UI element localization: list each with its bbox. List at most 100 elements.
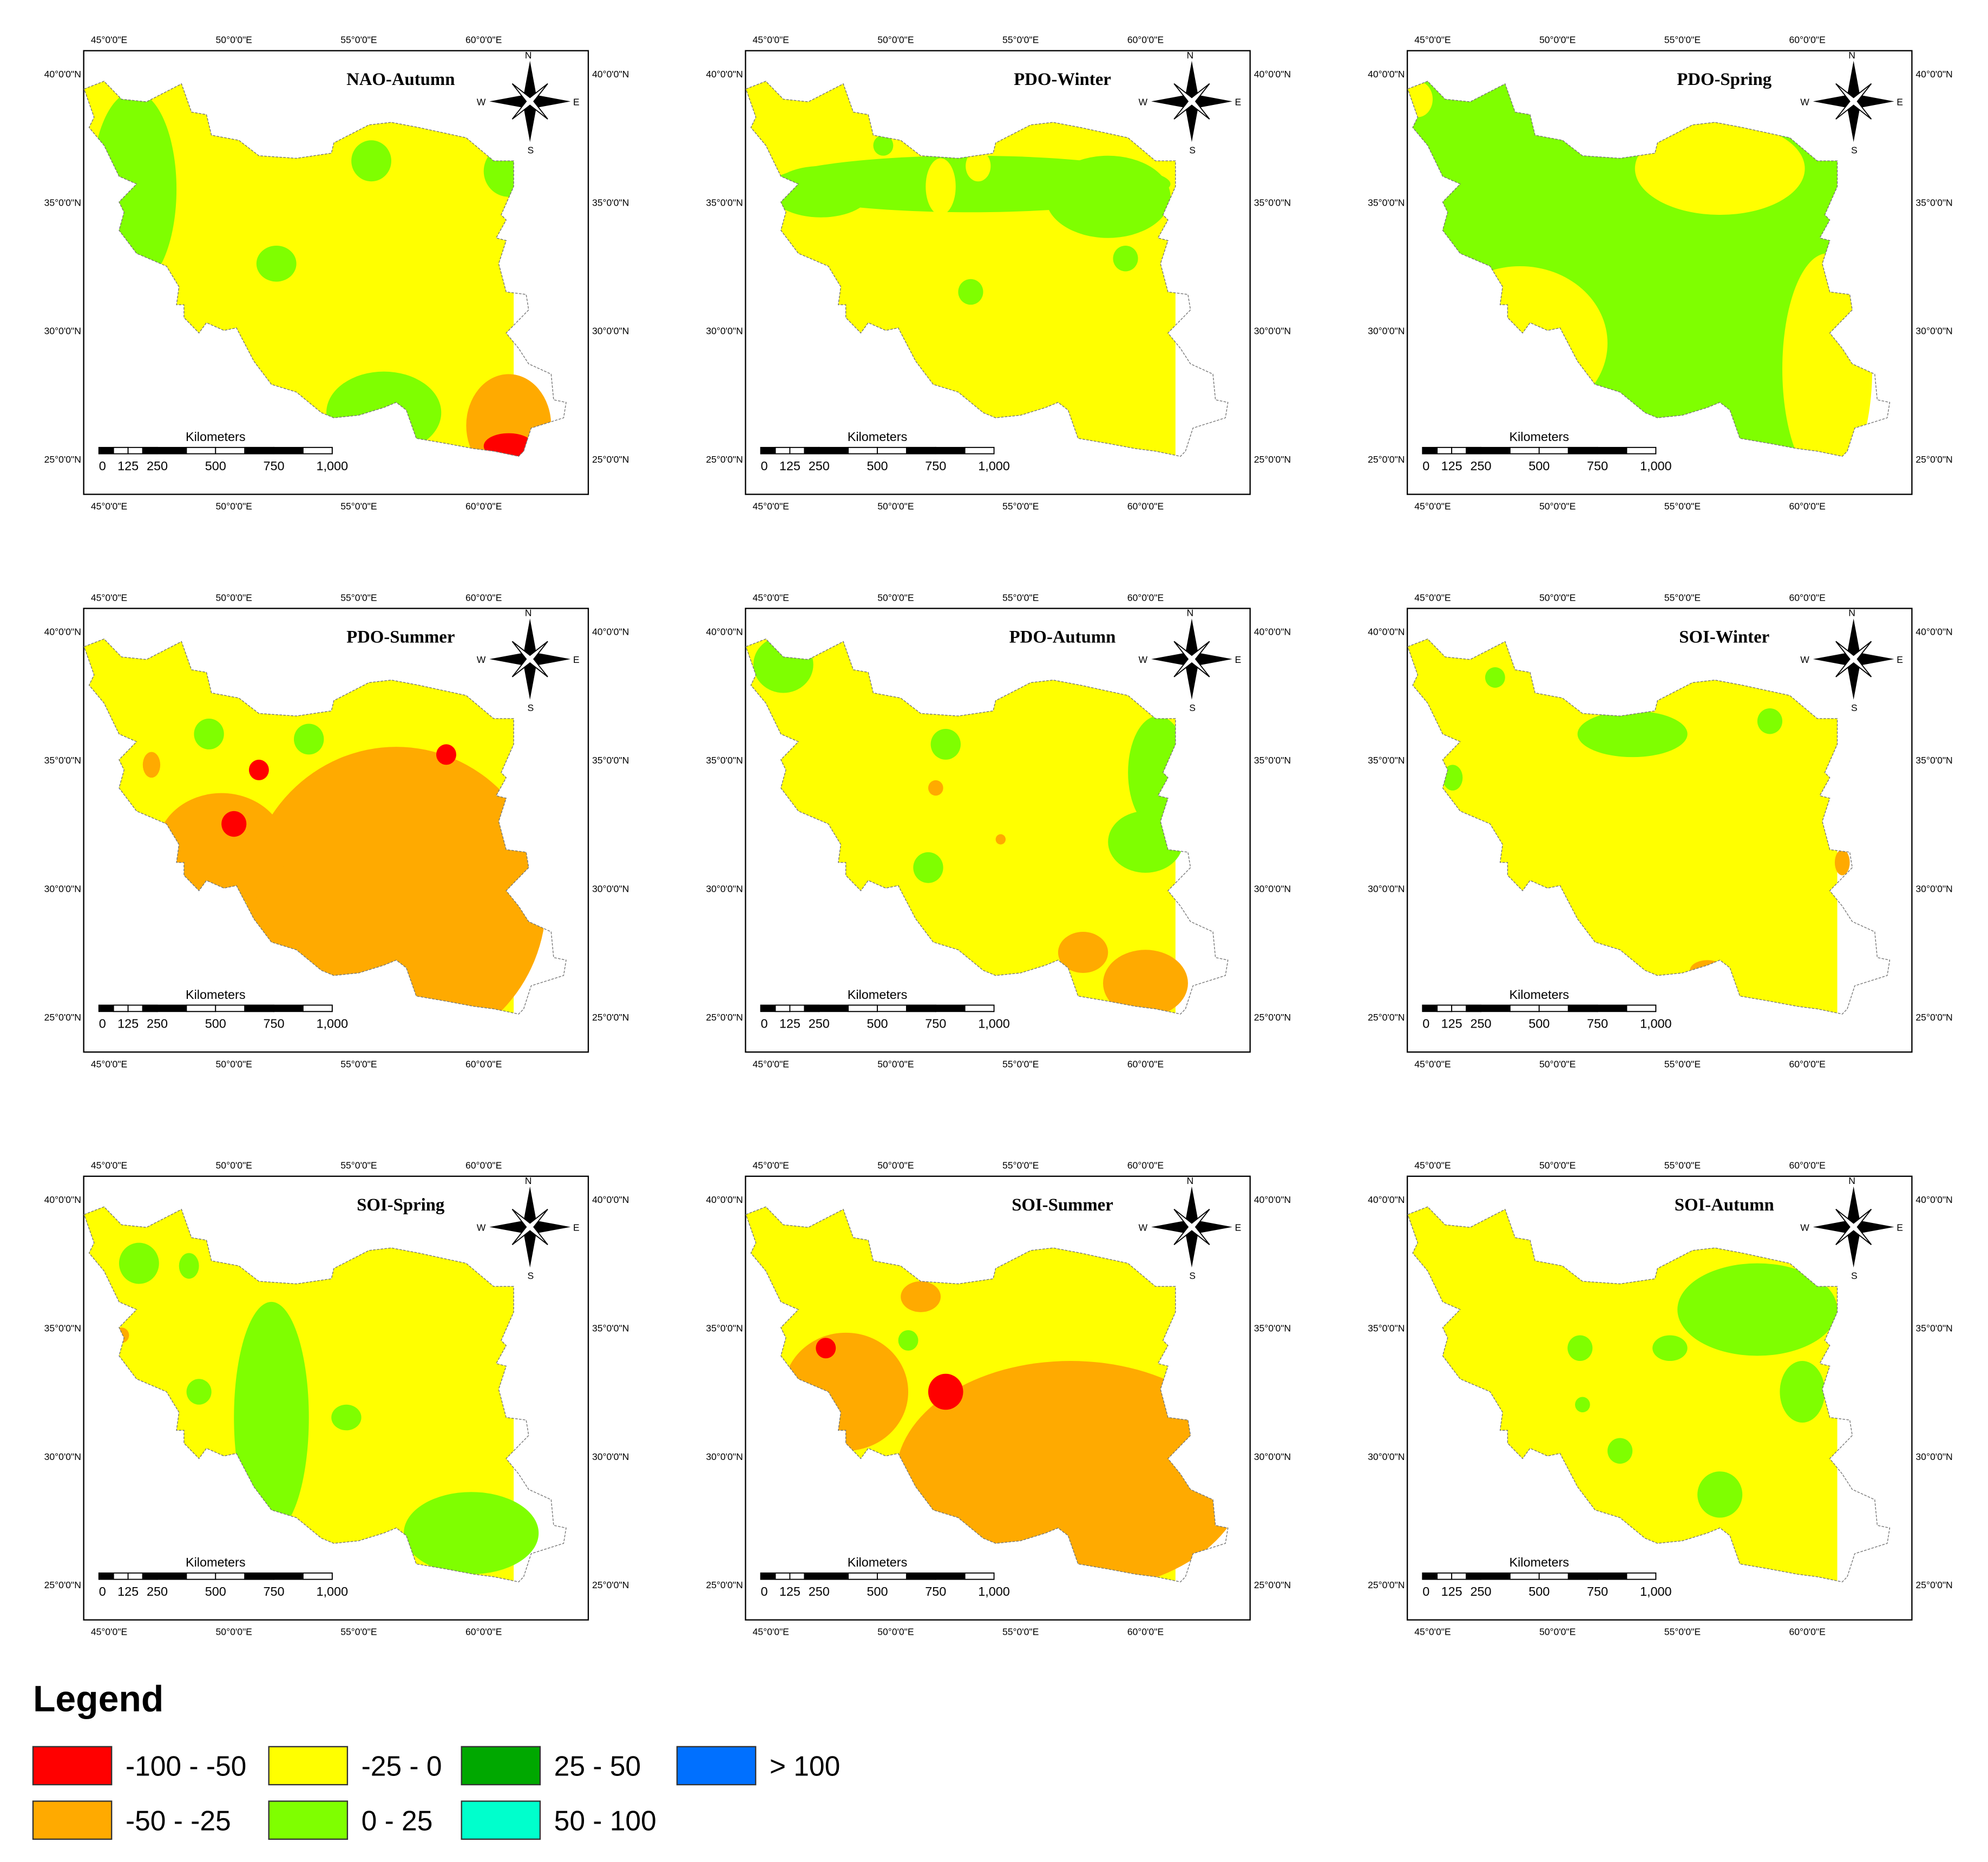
scale-segment xyxy=(1509,446,1540,455)
longitude-label: 60°0'0"E xyxy=(1789,501,1825,512)
panel-title: SOI-Spring xyxy=(357,1195,445,1215)
compass-letter: N xyxy=(525,607,532,618)
scale-label: 500 xyxy=(205,1584,226,1598)
scale-segment xyxy=(1509,1004,1540,1012)
longitude-label: 60°0'0"E xyxy=(1789,1627,1825,1637)
zone xyxy=(995,834,1006,845)
scale-segment xyxy=(1509,1572,1540,1580)
scale-segment xyxy=(302,1572,333,1580)
scale-segment xyxy=(244,1572,274,1580)
latitude-label: 25°0'0"N xyxy=(1254,1012,1291,1023)
scale-label: 750 xyxy=(925,1017,946,1031)
zone xyxy=(1045,155,1171,238)
compass-letter: N xyxy=(1187,50,1194,61)
zone xyxy=(194,718,224,749)
longitude-label: 50°0'0"E xyxy=(1539,1160,1576,1171)
compass-letter: W xyxy=(1139,654,1148,665)
zone xyxy=(248,759,269,780)
country-border xyxy=(745,1206,1229,1583)
scale-segment xyxy=(186,1004,216,1012)
compass-letter: N xyxy=(1187,1175,1194,1186)
latitude-label: 40°0'0"N xyxy=(1915,1194,1952,1205)
zone xyxy=(930,728,961,760)
latitude-label: 35°0'0"N xyxy=(1915,197,1952,208)
latitude-label: 30°0'0"N xyxy=(1254,1451,1291,1462)
panel-title: NAO-Autumn xyxy=(346,70,455,89)
longitude-label: 55°0'0"E xyxy=(1664,1058,1701,1069)
longitude-label: 55°0'0"E xyxy=(1002,592,1039,603)
panel-title: PDO-Winter xyxy=(1014,70,1111,89)
longitude-label: 55°0'0"E xyxy=(1002,35,1039,45)
longitude-label: 45°0'0"E xyxy=(753,592,789,603)
zone xyxy=(928,1373,963,1410)
scale-label: 0 xyxy=(99,459,106,473)
scale-label: 750 xyxy=(925,1584,946,1598)
panel-title: PDO-Spring xyxy=(1677,70,1772,89)
longitude-label: 45°0'0"E xyxy=(91,1058,127,1069)
scale-segment xyxy=(1436,1004,1453,1012)
latitude-label: 25°0'0"N xyxy=(1368,454,1405,465)
scale-segment xyxy=(113,1004,129,1012)
scale-segment xyxy=(113,1572,129,1580)
longitude-label: 60°0'0"E xyxy=(465,1058,502,1069)
latitude-label: 40°0'0"N xyxy=(1254,627,1291,637)
scale-segment xyxy=(964,446,995,455)
scale-label: 250 xyxy=(1470,1584,1491,1598)
map-panel: SOI-Autumn 45°0'0"E 45°0'0"E 50°0'0"E 50°0'0… xyxy=(1368,1160,1953,1637)
zone xyxy=(1652,1335,1688,1361)
zone xyxy=(1697,1471,1743,1518)
scale-label: 250 xyxy=(147,459,168,473)
compass-letter: W xyxy=(477,654,486,665)
scale-segment xyxy=(964,1004,995,1012)
compass-letter: E xyxy=(573,96,580,107)
scale-label: 250 xyxy=(147,1584,168,1598)
latitude-label: 30°0'0"N xyxy=(44,1451,81,1462)
latitude-label: 25°0'0"N xyxy=(1915,454,1952,465)
longitude-label: 60°0'0"E xyxy=(465,501,502,512)
scale-title: Kilometers xyxy=(1509,430,1569,444)
scale-label: 1,000 xyxy=(316,459,348,473)
longitude-label: 60°0'0"E xyxy=(465,1160,502,1171)
scale-segment xyxy=(142,1572,158,1580)
scale-label: 125 xyxy=(779,459,801,473)
latitude-label: 35°0'0"N xyxy=(1368,1323,1405,1333)
scale-label: 1,000 xyxy=(316,1017,348,1031)
latitude-label: 25°0'0"N xyxy=(706,454,743,465)
latitude-label: 25°0'0"N xyxy=(592,454,629,465)
compass-star xyxy=(1173,641,1210,677)
longitude-label: 55°0'0"E xyxy=(340,501,377,512)
compass-letter: S xyxy=(1851,702,1858,713)
scale-segment xyxy=(1466,1004,1481,1012)
scale-label: 500 xyxy=(1528,1017,1550,1031)
legend-swatch xyxy=(676,1746,757,1786)
legend-title: Legend xyxy=(33,1679,163,1719)
latitude-label: 35°0'0"N xyxy=(1368,197,1405,208)
longitude-label: 50°0'0"E xyxy=(216,35,252,45)
latitude-label: 40°0'0"N xyxy=(44,627,81,637)
zone xyxy=(928,780,943,796)
compass-letter: N xyxy=(1187,607,1194,618)
panel-title: SOI-Autumn xyxy=(1675,1195,1774,1215)
scale-title: Kilometers xyxy=(1509,1555,1569,1569)
scale-label: 500 xyxy=(1528,1584,1550,1598)
longitude-label: 45°0'0"E xyxy=(91,1160,127,1171)
scale-title: Kilometers xyxy=(186,1555,246,1569)
country-border xyxy=(1407,1206,1891,1583)
scale-segment xyxy=(244,446,274,455)
compass-letter: W xyxy=(477,1222,486,1233)
scale-label: 1,000 xyxy=(1640,1584,1672,1598)
scale-title: Kilometers xyxy=(848,430,908,444)
latitude-label: 30°0'0"N xyxy=(592,1451,629,1462)
latitude-label: 40°0'0"N xyxy=(1368,69,1405,80)
panel-title: PDO-Summer xyxy=(346,628,455,647)
scale-segment xyxy=(775,1572,791,1580)
map-panel: PDO-Winter 45°0'0"E 45°0'0"E 50°0'0"E 50°0'0… xyxy=(706,35,1291,512)
longitude-label: 60°0'0"E xyxy=(465,35,502,45)
scale-label: 1,000 xyxy=(978,459,1010,473)
country-border xyxy=(83,1206,567,1583)
scale-segment xyxy=(186,1572,216,1580)
longitude-label: 45°0'0"E xyxy=(1414,1160,1451,1171)
scale-label: 750 xyxy=(263,1017,284,1031)
zone xyxy=(309,765,409,832)
zone xyxy=(926,158,956,215)
